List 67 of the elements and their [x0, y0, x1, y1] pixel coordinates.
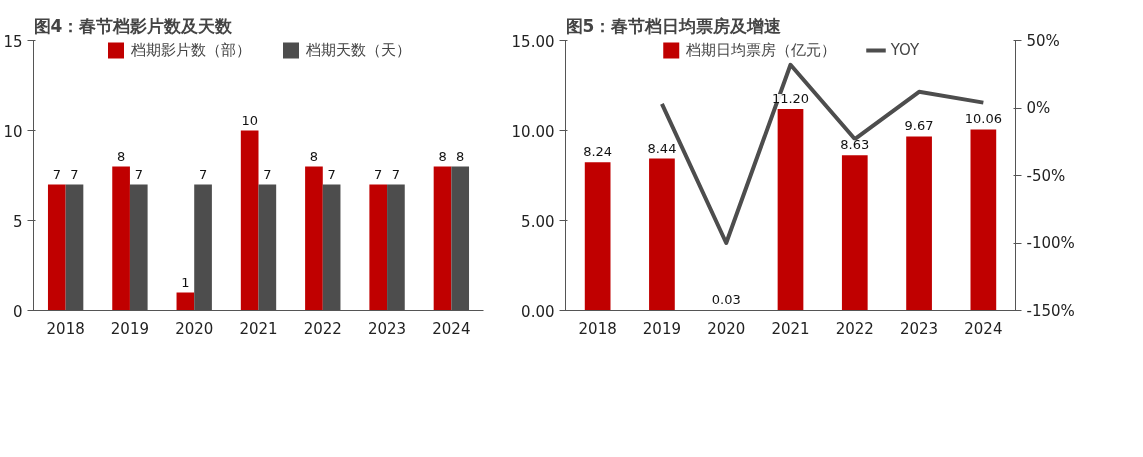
y-tick-label: 0.00: [521, 302, 555, 321]
data-label: 7: [391, 166, 401, 182]
bar: [906, 136, 932, 311]
x-tick-label: 2018: [578, 319, 617, 338]
y2-tick-label: -100%: [1026, 234, 1075, 252]
data-label: 8: [438, 148, 447, 164]
bar: [240, 130, 259, 311]
data-label: 7: [263, 166, 272, 182]
bar: [112, 166, 130, 311]
x-tick-label: 2019: [642, 319, 682, 338]
data-label: 7: [134, 166, 143, 182]
y2-tick-label: -150%: [1026, 301, 1075, 320]
bar: [47, 184, 66, 311]
data-label: 8: [116, 148, 126, 164]
bar: [777, 108, 804, 311]
data-label: 7: [327, 166, 336, 182]
x-tick-label: 2021: [239, 319, 278, 338]
data-label: 1: [181, 274, 190, 290]
y-tick-label: 10: [3, 122, 23, 141]
data-label: 7: [374, 166, 383, 182]
bar: [176, 292, 195, 311]
chart-title: 图5：春节档日均票房及增速: [565, 15, 782, 36]
bar: [970, 129, 997, 311]
data-label: 7: [52, 166, 61, 182]
x-tick-label: 2024: [964, 319, 1003, 338]
data-label: 0.03: [711, 291, 741, 307]
x-tick-label: 2023: [367, 319, 407, 338]
bar: [369, 184, 388, 311]
data-label: 8: [309, 148, 319, 164]
data-label: 8: [456, 148, 465, 164]
bar: [584, 162, 611, 311]
data-label: 9.67: [904, 118, 934, 134]
y-tick-label: 5.00: [521, 212, 555, 231]
y2-tick-label: 50%: [1026, 31, 1060, 50]
x-tick-label: 2024: [432, 319, 471, 338]
y-tick-label: 5: [12, 212, 23, 231]
y-tick-label: 15: [3, 32, 23, 51]
data-label: 7: [198, 166, 208, 182]
data-label: 8.63: [840, 137, 870, 153]
bar: [305, 166, 323, 311]
x-tick-label: 2021: [771, 319, 810, 338]
x-tick-label: 2023: [899, 319, 939, 338]
y-tick-label: 0: [12, 302, 23, 321]
x-tick-label: 2019: [110, 319, 150, 338]
data-label: 10: [241, 112, 258, 128]
y-tick-label: 10.00: [511, 122, 555, 141]
y2-tick-label: 0%: [1026, 99, 1051, 117]
x-tick-label: 2020: [175, 319, 214, 338]
data-label: 10.06: [964, 111, 1002, 127]
x-tick-label: 2022: [303, 319, 342, 338]
data-label: 11.20: [771, 90, 810, 106]
bar: [841, 155, 868, 311]
legend-label: 档期影片数（部）: [130, 40, 251, 60]
data-label: 7: [70, 166, 79, 182]
bar: [649, 158, 675, 311]
data-label: 8.24: [583, 144, 613, 160]
x-tick-label: 2020: [707, 319, 746, 338]
legend-label: 档期天数（天）: [305, 40, 411, 60]
bar: [433, 166, 452, 311]
y2-tick-label: -50%: [1026, 166, 1066, 185]
x-tick-label: 2018: [46, 319, 85, 338]
legend-label: 档期日均票房（亿元）: [685, 40, 836, 60]
y-tick-label: 15.00: [511, 32, 555, 51]
chart-title: 图4：春节档影片数及天数: [33, 15, 234, 36]
x-tick-label: 2022: [835, 319, 874, 338]
data-label: 8.44: [647, 140, 677, 156]
legend-label: YOY: [890, 41, 920, 59]
